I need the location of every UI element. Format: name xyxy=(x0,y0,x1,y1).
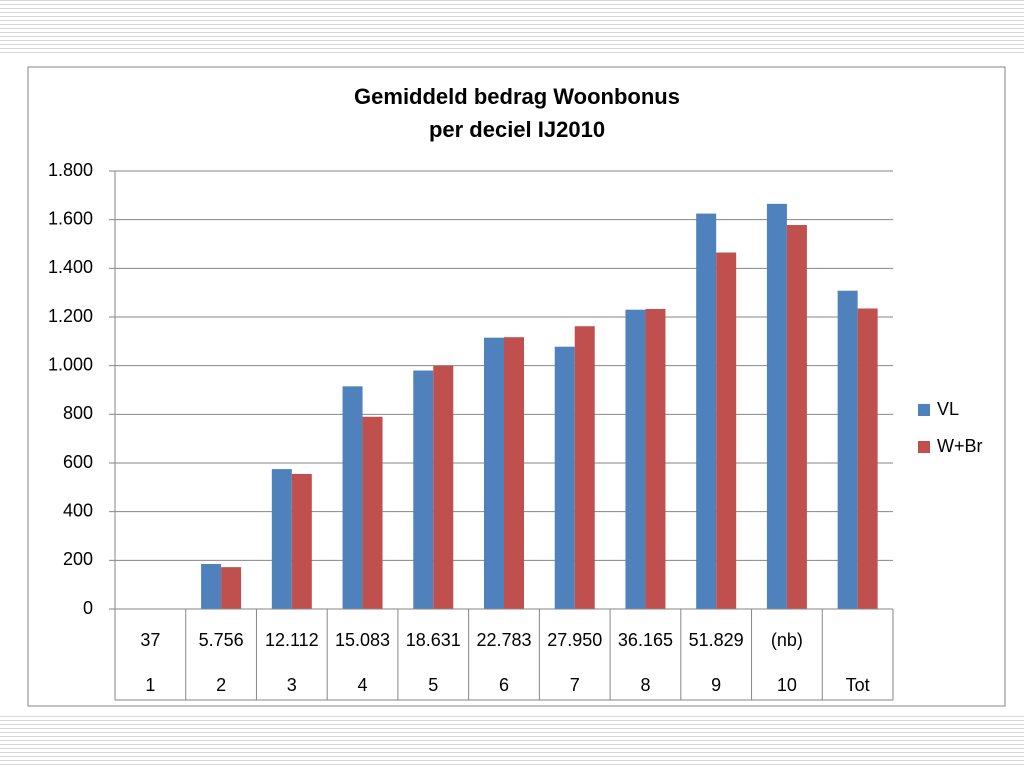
bar xyxy=(625,309,646,609)
y-tick-label: 1.600 xyxy=(48,208,93,228)
y-tick-label: 1.400 xyxy=(48,257,93,277)
bar xyxy=(271,469,292,609)
bar xyxy=(342,386,363,609)
legend-swatch xyxy=(918,441,930,453)
y-tick-label: 1.200 xyxy=(48,306,93,326)
bar xyxy=(574,326,595,609)
x-tick-label-top: 12.112 xyxy=(265,630,319,650)
x-tick-label: 7 xyxy=(570,675,580,695)
y-tick-label: 200 xyxy=(63,549,93,569)
x-tick-label: 10 xyxy=(777,675,797,695)
bar xyxy=(786,225,807,609)
legend-label: W+Br xyxy=(937,436,983,456)
bar xyxy=(413,370,434,609)
legend-label: VL xyxy=(937,399,959,419)
bar xyxy=(504,337,524,609)
x-tick-label: 2 xyxy=(216,675,226,695)
chart-title: Gemiddeld bedrag Woonbonus xyxy=(354,84,680,109)
x-tick-label-top: 15.083 xyxy=(335,630,390,650)
x-tick-label: Tot xyxy=(846,675,870,695)
x-tick-label: 3 xyxy=(287,675,297,695)
bar xyxy=(221,567,242,609)
y-tick-label: 1.000 xyxy=(48,354,93,374)
x-tick-label-top: 51.829 xyxy=(689,630,744,650)
bar xyxy=(766,203,787,609)
y-tick-label: 600 xyxy=(63,452,93,472)
x-tick-label: 1 xyxy=(145,675,155,695)
bar xyxy=(554,346,575,609)
x-tick-label: 6 xyxy=(499,675,509,695)
x-tick-label-top: 37 xyxy=(140,630,160,650)
bar xyxy=(291,473,312,609)
x-tick-label-top: 36.165 xyxy=(618,630,673,650)
bar xyxy=(433,365,454,609)
y-tick-label: 1.800 xyxy=(48,160,93,180)
y-tick-label: 0 xyxy=(83,598,93,618)
x-tick-label-top: 22.783 xyxy=(476,630,531,650)
x-tick-label-top: 27.950 xyxy=(547,630,602,650)
x-tick-label-top: 5.756 xyxy=(199,630,244,650)
legend-swatch xyxy=(918,404,930,416)
x-tick-label: 4 xyxy=(358,675,368,695)
decor-stripes-bottom xyxy=(0,716,1024,768)
bar xyxy=(716,252,737,609)
bar xyxy=(857,308,878,609)
bar xyxy=(484,337,504,609)
y-tick-label: 400 xyxy=(63,500,93,520)
bar xyxy=(837,290,858,609)
bar xyxy=(362,416,383,609)
bar xyxy=(696,213,717,610)
decor-stripes-top xyxy=(0,0,1024,56)
x-tick-label-top: (nb) xyxy=(771,630,803,650)
y-tick-label: 800 xyxy=(63,403,93,423)
x-tick-label: 5 xyxy=(428,675,438,695)
chart-title: per deciel IJ2010 xyxy=(429,117,605,142)
x-tick-label: 8 xyxy=(640,675,650,695)
x-tick-label-top: 18.631 xyxy=(406,630,461,650)
x-tick-label: 9 xyxy=(711,675,721,695)
bar xyxy=(201,563,222,609)
bar xyxy=(645,308,666,609)
